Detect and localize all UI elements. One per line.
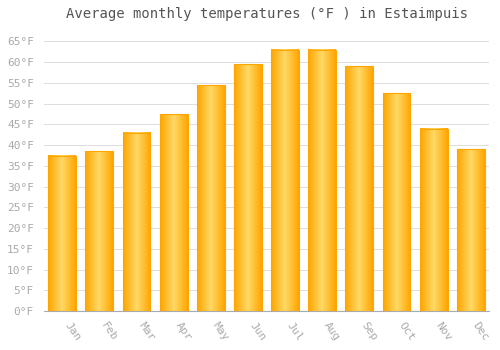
Bar (234, 64, 262, 311)
Bar (308, 50, 336, 311)
Bar (457, 149, 485, 311)
Bar (86, 151, 114, 311)
Bar (382, 93, 410, 311)
Bar (197, 85, 224, 311)
Bar (271, 50, 299, 311)
Bar (346, 66, 374, 311)
Bar (420, 128, 448, 311)
Bar (122, 133, 150, 311)
Bar (48, 155, 76, 311)
Bar (160, 114, 188, 311)
Title: Average monthly temperatures (°F ) in Estaimpuis: Average monthly temperatures (°F ) in Es… (66, 7, 468, 21)
